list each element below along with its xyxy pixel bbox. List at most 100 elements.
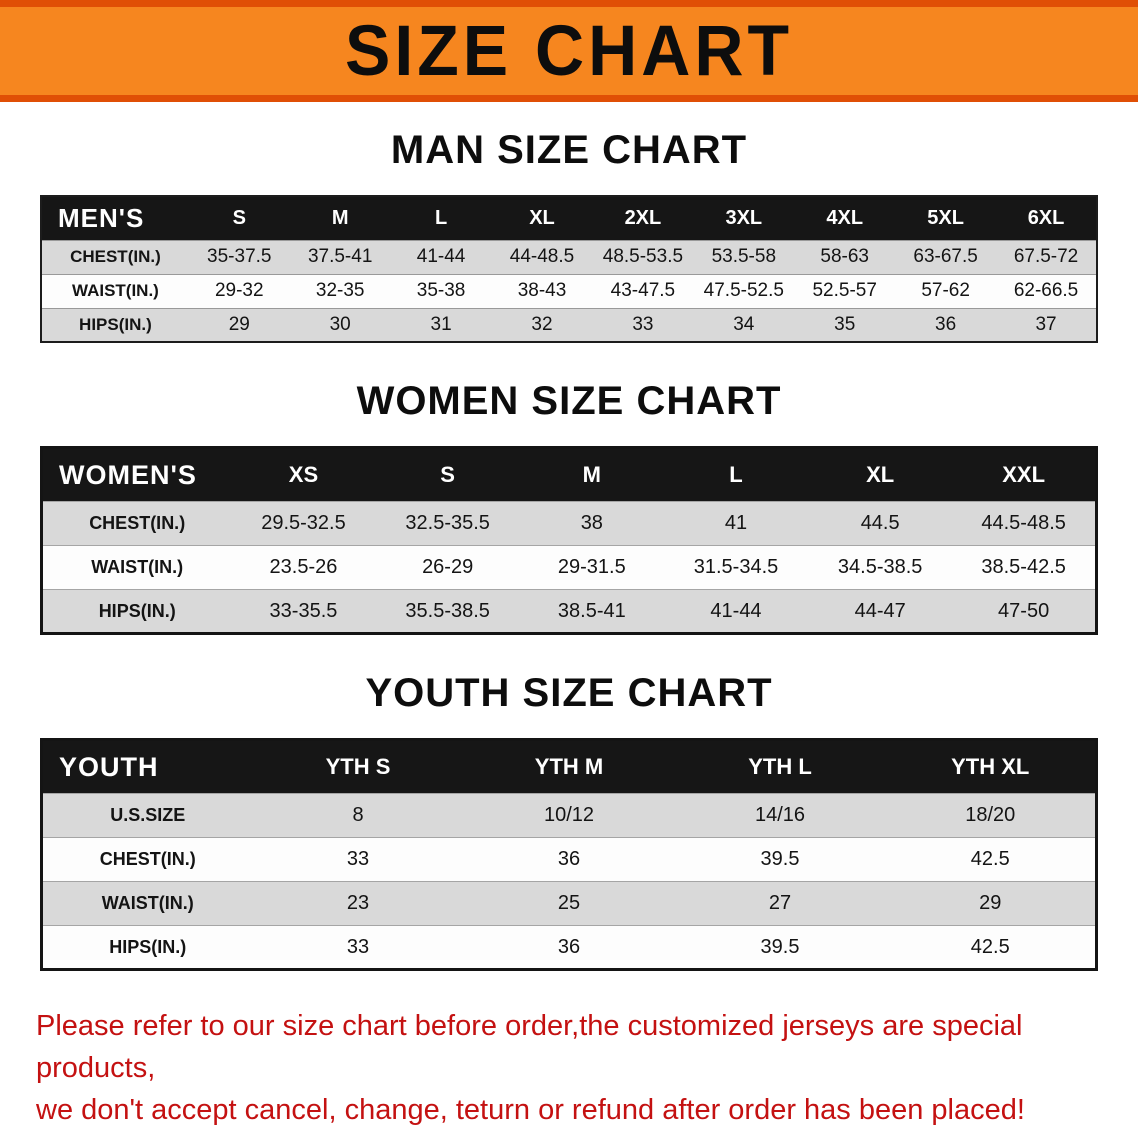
youth-table-title: YOUTH: [41, 739, 253, 794]
table-cell: 43-47.5: [592, 273, 694, 308]
table-row: WAIST(IN.) 29-32 32-35 35-38 38-43 43-47.5 47.…: [41, 273, 1097, 308]
table-cell: 35-38: [390, 273, 492, 308]
table-cell: 39.5: [674, 925, 886, 970]
row-label: CHEST(IN.): [41, 239, 189, 274]
table-cell: 44-47: [808, 589, 953, 634]
table-cell: 38-43: [491, 273, 593, 308]
row-label: HIPS(IN.): [41, 925, 253, 970]
table-cell: 29.5-32.5: [231, 501, 376, 546]
size-column-header: 2XL: [592, 196, 694, 240]
table-cell: 53.5-58: [693, 239, 795, 274]
size-column-header: XL: [808, 447, 953, 502]
table-cell: 38.5-41: [519, 589, 664, 634]
order-policy-note: Please refer to our size chart before or…: [36, 1005, 1106, 1131]
men-table-title: MEN'S: [41, 196, 189, 240]
table-cell: 38: [519, 501, 664, 546]
size-column-header: YTH L: [674, 739, 886, 794]
table-cell: 35-37.5: [188, 239, 290, 274]
table-cell: 23.5-26: [231, 545, 376, 590]
table-cell: 52.5-57: [794, 273, 896, 308]
size-column-header: S: [188, 196, 290, 240]
row-label: HIPS(IN.): [41, 307, 189, 342]
table-cell: 41-44: [663, 589, 809, 634]
table-cell: 37.5-41: [289, 239, 391, 274]
table-cell: 44.5: [808, 501, 953, 546]
table-cell: 36: [463, 925, 675, 970]
table-cell: 14/16: [674, 793, 886, 838]
table-row: HIPS(IN.) 29 30 31 32 33 34 35 36 37: [41, 307, 1097, 342]
women-size-table: WOMEN'S XS S M L XL XXL CHEST(IN.) 29.5-32.5 32.5…: [40, 446, 1098, 635]
table-cell: 32.5-35.5: [375, 501, 520, 546]
table-row: CHEST(IN.) 29.5-32.5 32.5-35.5 38 41 44.5 44.5…: [41, 501, 1097, 546]
size-column-header: YTH XL: [885, 739, 1097, 794]
size-column-header: XXL: [952, 447, 1097, 502]
table-cell: 32-35: [289, 273, 391, 308]
table-cell: 57-62: [895, 273, 997, 308]
table-cell: 31.5-34.5: [663, 545, 809, 590]
row-label: CHEST(IN.): [41, 837, 253, 882]
men-size-table-container: MEN'S S M L XL 2XL 3XL 4XL 5XL 6XL CHEST(IN.) 35-37…: [40, 195, 1098, 343]
table-row: U.S.SIZE 8 10/12 14/16 18/20: [41, 793, 1097, 838]
table-cell: 63-67.5: [895, 239, 997, 274]
table-cell: 62-66.5: [996, 273, 1097, 308]
size-column-header: M: [519, 447, 664, 502]
table-cell: 30: [289, 307, 391, 342]
table-cell: 34: [693, 307, 795, 342]
table-cell: 26-29: [375, 545, 520, 590]
youth-size-table-container: YOUTH YTH S YTH M YTH L YTH XL U.S.SIZE 8 10/12…: [40, 738, 1098, 971]
size-column-header: L: [663, 447, 809, 502]
table-cell: 36: [895, 307, 997, 342]
table-cell: 44.5-48.5: [952, 501, 1097, 546]
size-column-header: 5XL: [895, 196, 997, 240]
table-row: CHEST(IN.) 35-37.5 37.5-41 41-44 44-48.5 48.5…: [41, 239, 1097, 274]
size-column-header: XS: [231, 447, 376, 502]
youth-size-table: YOUTH YTH S YTH M YTH L YTH XL U.S.SIZE 8 10/12…: [40, 738, 1098, 971]
size-column-header: XL: [491, 196, 593, 240]
women-table-title: WOMEN'S: [41, 447, 232, 502]
table-cell: 41: [663, 501, 809, 546]
size-column-header: M: [289, 196, 391, 240]
table-cell: 29-31.5: [519, 545, 664, 590]
table-cell: 29: [885, 881, 1097, 926]
men-section-heading: MAN SIZE CHART: [390, 128, 748, 172]
table-cell: 27: [674, 881, 886, 926]
table-cell: 29-32: [188, 273, 290, 308]
table-cell: 8: [252, 793, 464, 838]
size-column-header: 6XL: [996, 196, 1097, 240]
table-cell: 44-48.5: [491, 239, 593, 274]
women-size-table-container: WOMEN'S XS S M L XL XXL CHEST(IN.) 29.5-32.5 32.5…: [40, 446, 1098, 635]
table-cell: 32: [491, 307, 593, 342]
table-cell: 42.5: [885, 837, 1097, 882]
table-row: HIPS(IN.) 33 36 39.5 42.5: [41, 925, 1097, 970]
women-section-heading: WOMEN SIZE CHART: [356, 379, 782, 423]
table-row: CHEST(IN.) 33 36 39.5 42.5: [41, 837, 1097, 882]
table-cell: 10/12: [463, 793, 675, 838]
table-row: WAIST(IN.) 23.5-26 26-29 29-31.5 31.5-34.5 34…: [41, 545, 1097, 590]
header-row: YOUTH YTH S YTH M YTH L YTH XL: [41, 739, 1097, 794]
table-row: WAIST(IN.) 23 25 27 29: [41, 881, 1097, 926]
table-cell: 35: [794, 307, 896, 342]
size-column-header: 4XL: [794, 196, 896, 240]
table-cell: 23: [252, 881, 464, 926]
size-column-header: S: [375, 447, 520, 502]
table-cell: 48.5-53.5: [592, 239, 694, 274]
row-label: WAIST(IN.): [41, 273, 189, 308]
row-label: WAIST(IN.): [41, 881, 253, 926]
row-label: U.S.SIZE: [41, 793, 253, 838]
size-chart-banner: SIZE CHART: [0, 0, 1138, 102]
row-label: WAIST(IN.): [41, 545, 232, 590]
header-row: WOMEN'S XS S M L XL XXL: [41, 447, 1097, 502]
table-row: HIPS(IN.) 33-35.5 35.5-38.5 38.5-41 41-44 44-…: [41, 589, 1097, 634]
men-size-table: MEN'S S M L XL 2XL 3XL 4XL 5XL 6XL CHEST(IN.) 35-37…: [40, 195, 1098, 343]
header-row: MEN'S S M L XL 2XL 3XL 4XL 5XL 6XL: [41, 196, 1097, 240]
table-cell: 34.5-38.5: [808, 545, 953, 590]
table-cell: 37: [996, 307, 1097, 342]
note-line-2: we don't accept cancel, change, teturn o…: [36, 1094, 1025, 1127]
table-cell: 33: [252, 925, 464, 970]
table-cell: 33: [592, 307, 694, 342]
table-cell: 58-63: [794, 239, 896, 274]
table-cell: 42.5: [885, 925, 1097, 970]
table-cell: 39.5: [674, 837, 886, 882]
table-cell: 38.5-42.5: [952, 545, 1097, 590]
row-label: HIPS(IN.): [41, 589, 232, 634]
